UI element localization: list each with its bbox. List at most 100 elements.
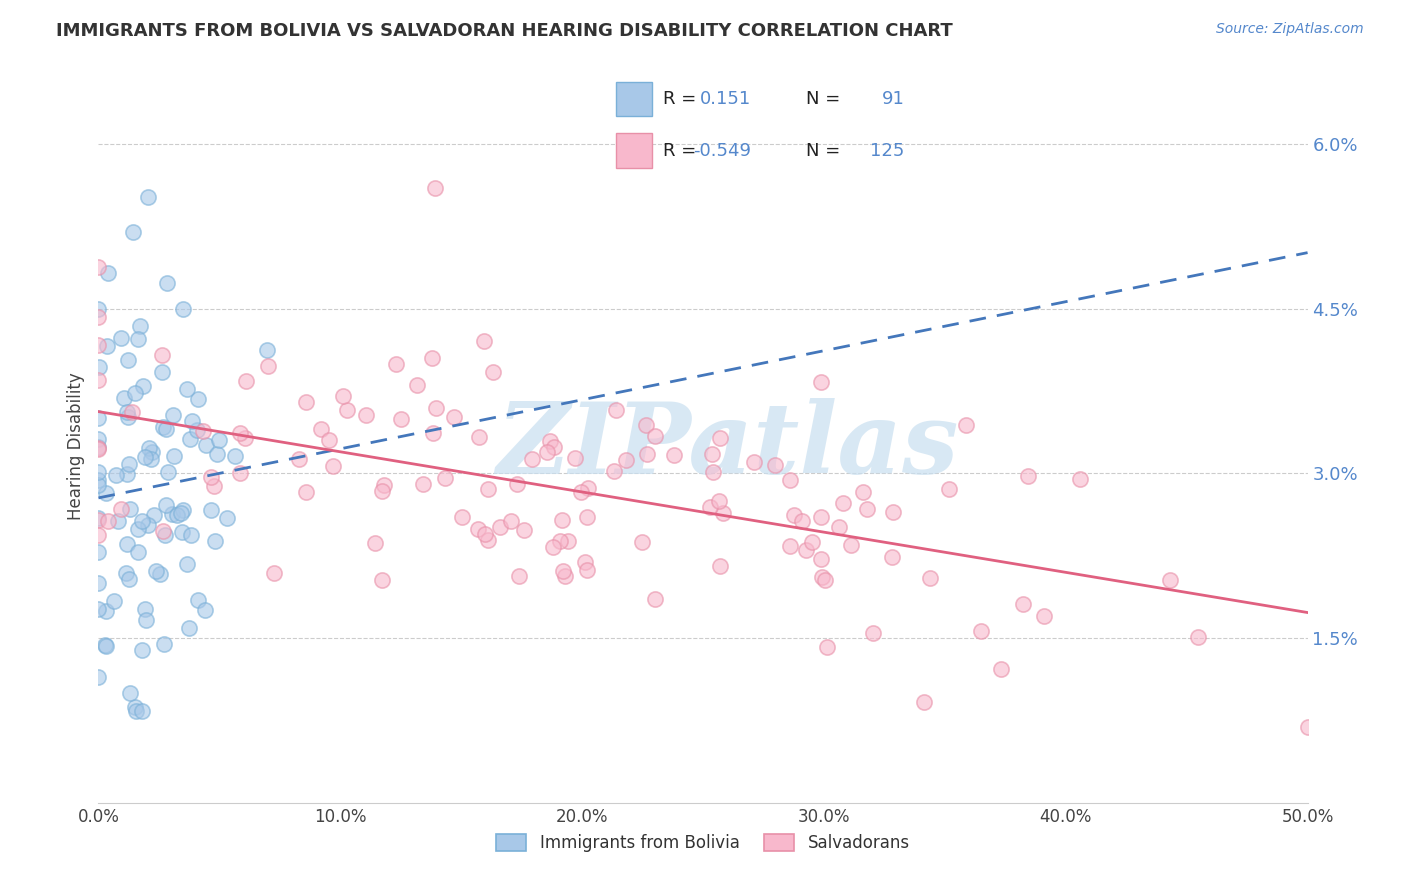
- Point: [364, 536, 387, 550]
- Point: [180, 527, 202, 541]
- Point: [87, 670, 110, 684]
- Point: [1069, 472, 1091, 486]
- Point: [134, 602, 156, 616]
- Point: [564, 450, 586, 465]
- Point: [87, 478, 110, 492]
- Point: [187, 593, 209, 607]
- Point: [636, 447, 658, 461]
- Point: [702, 465, 724, 479]
- Point: [87, 602, 110, 616]
- Point: [172, 503, 194, 517]
- Point: [371, 574, 394, 588]
- Point: [94, 639, 117, 653]
- Point: [699, 500, 721, 515]
- Point: [87, 260, 110, 274]
- Point: [155, 528, 177, 542]
- Point: [882, 505, 904, 519]
- Point: [229, 426, 252, 441]
- Point: [508, 569, 530, 583]
- Point: [1011, 598, 1033, 612]
- Point: [851, 484, 873, 499]
- Point: [644, 592, 666, 607]
- Point: [166, 508, 188, 523]
- Point: [132, 379, 155, 393]
- Point: [107, 514, 129, 528]
- Point: [138, 442, 160, 456]
- Point: [779, 473, 801, 487]
- Point: [472, 334, 495, 349]
- Point: [136, 190, 159, 204]
- Point: [322, 458, 344, 473]
- Text: N =: N =: [806, 142, 839, 160]
- Point: [131, 514, 153, 528]
- Point: [176, 383, 198, 397]
- Point: [634, 418, 657, 433]
- Point: [1187, 630, 1209, 644]
- Text: IMMIGRANTS FROM BOLIVIA VS SALVADORAN HEARING DISABILITY CORRELATION CHART: IMMIGRANTS FROM BOLIVIA VS SALVADORAN HE…: [56, 22, 953, 40]
- Point: [520, 451, 543, 466]
- Bar: [616, 134, 652, 168]
- Point: [125, 704, 148, 718]
- Point: [499, 514, 522, 528]
- Point: [616, 452, 638, 467]
- Point: [228, 466, 250, 480]
- Point: [141, 445, 163, 459]
- Point: [200, 470, 222, 484]
- Point: [94, 638, 117, 652]
- Point: [815, 640, 838, 655]
- Point: [406, 377, 429, 392]
- Point: [557, 533, 579, 548]
- Point: [135, 613, 157, 627]
- Point: [569, 484, 592, 499]
- Point: [179, 433, 201, 447]
- Point: [149, 567, 172, 582]
- Point: [451, 509, 474, 524]
- Point: [1033, 609, 1056, 624]
- Point: [477, 483, 499, 497]
- Point: [205, 447, 228, 461]
- Point: [115, 537, 138, 551]
- Y-axis label: Hearing Disability: Hearing Disability: [66, 372, 84, 520]
- Point: [543, 440, 565, 454]
- Point: [96, 514, 118, 528]
- Point: [990, 662, 1012, 676]
- Point: [554, 569, 576, 583]
- Point: [801, 535, 824, 549]
- Point: [115, 405, 138, 419]
- Point: [87, 433, 110, 447]
- Point: [707, 494, 730, 508]
- Point: [288, 452, 311, 467]
- Point: [783, 508, 806, 522]
- Point: [709, 559, 731, 574]
- Point: [172, 524, 194, 539]
- Point: [194, 438, 217, 452]
- Point: [862, 626, 884, 640]
- Point: [87, 511, 110, 525]
- Point: [309, 422, 332, 436]
- Point: [204, 533, 226, 548]
- Point: [256, 343, 278, 357]
- Point: [121, 405, 143, 419]
- Point: [200, 502, 222, 516]
- Point: [477, 533, 499, 548]
- Point: [194, 603, 217, 617]
- Point: [389, 412, 412, 426]
- Point: [543, 541, 565, 555]
- Point: [792, 514, 814, 528]
- Point: [814, 573, 837, 587]
- Point: [538, 434, 561, 449]
- Point: [257, 359, 280, 373]
- Point: [115, 467, 138, 481]
- Point: [127, 332, 149, 346]
- Point: [134, 450, 156, 464]
- Point: [89, 360, 111, 375]
- Point: [163, 449, 186, 463]
- Point: [550, 513, 572, 527]
- Text: Source: ZipAtlas.com: Source: ZipAtlas.com: [1216, 22, 1364, 37]
- Text: R =: R =: [664, 90, 696, 108]
- Point: [467, 430, 489, 444]
- Point: [295, 484, 318, 499]
- Point: [172, 301, 194, 316]
- Point: [87, 513, 110, 527]
- Point: [794, 543, 817, 558]
